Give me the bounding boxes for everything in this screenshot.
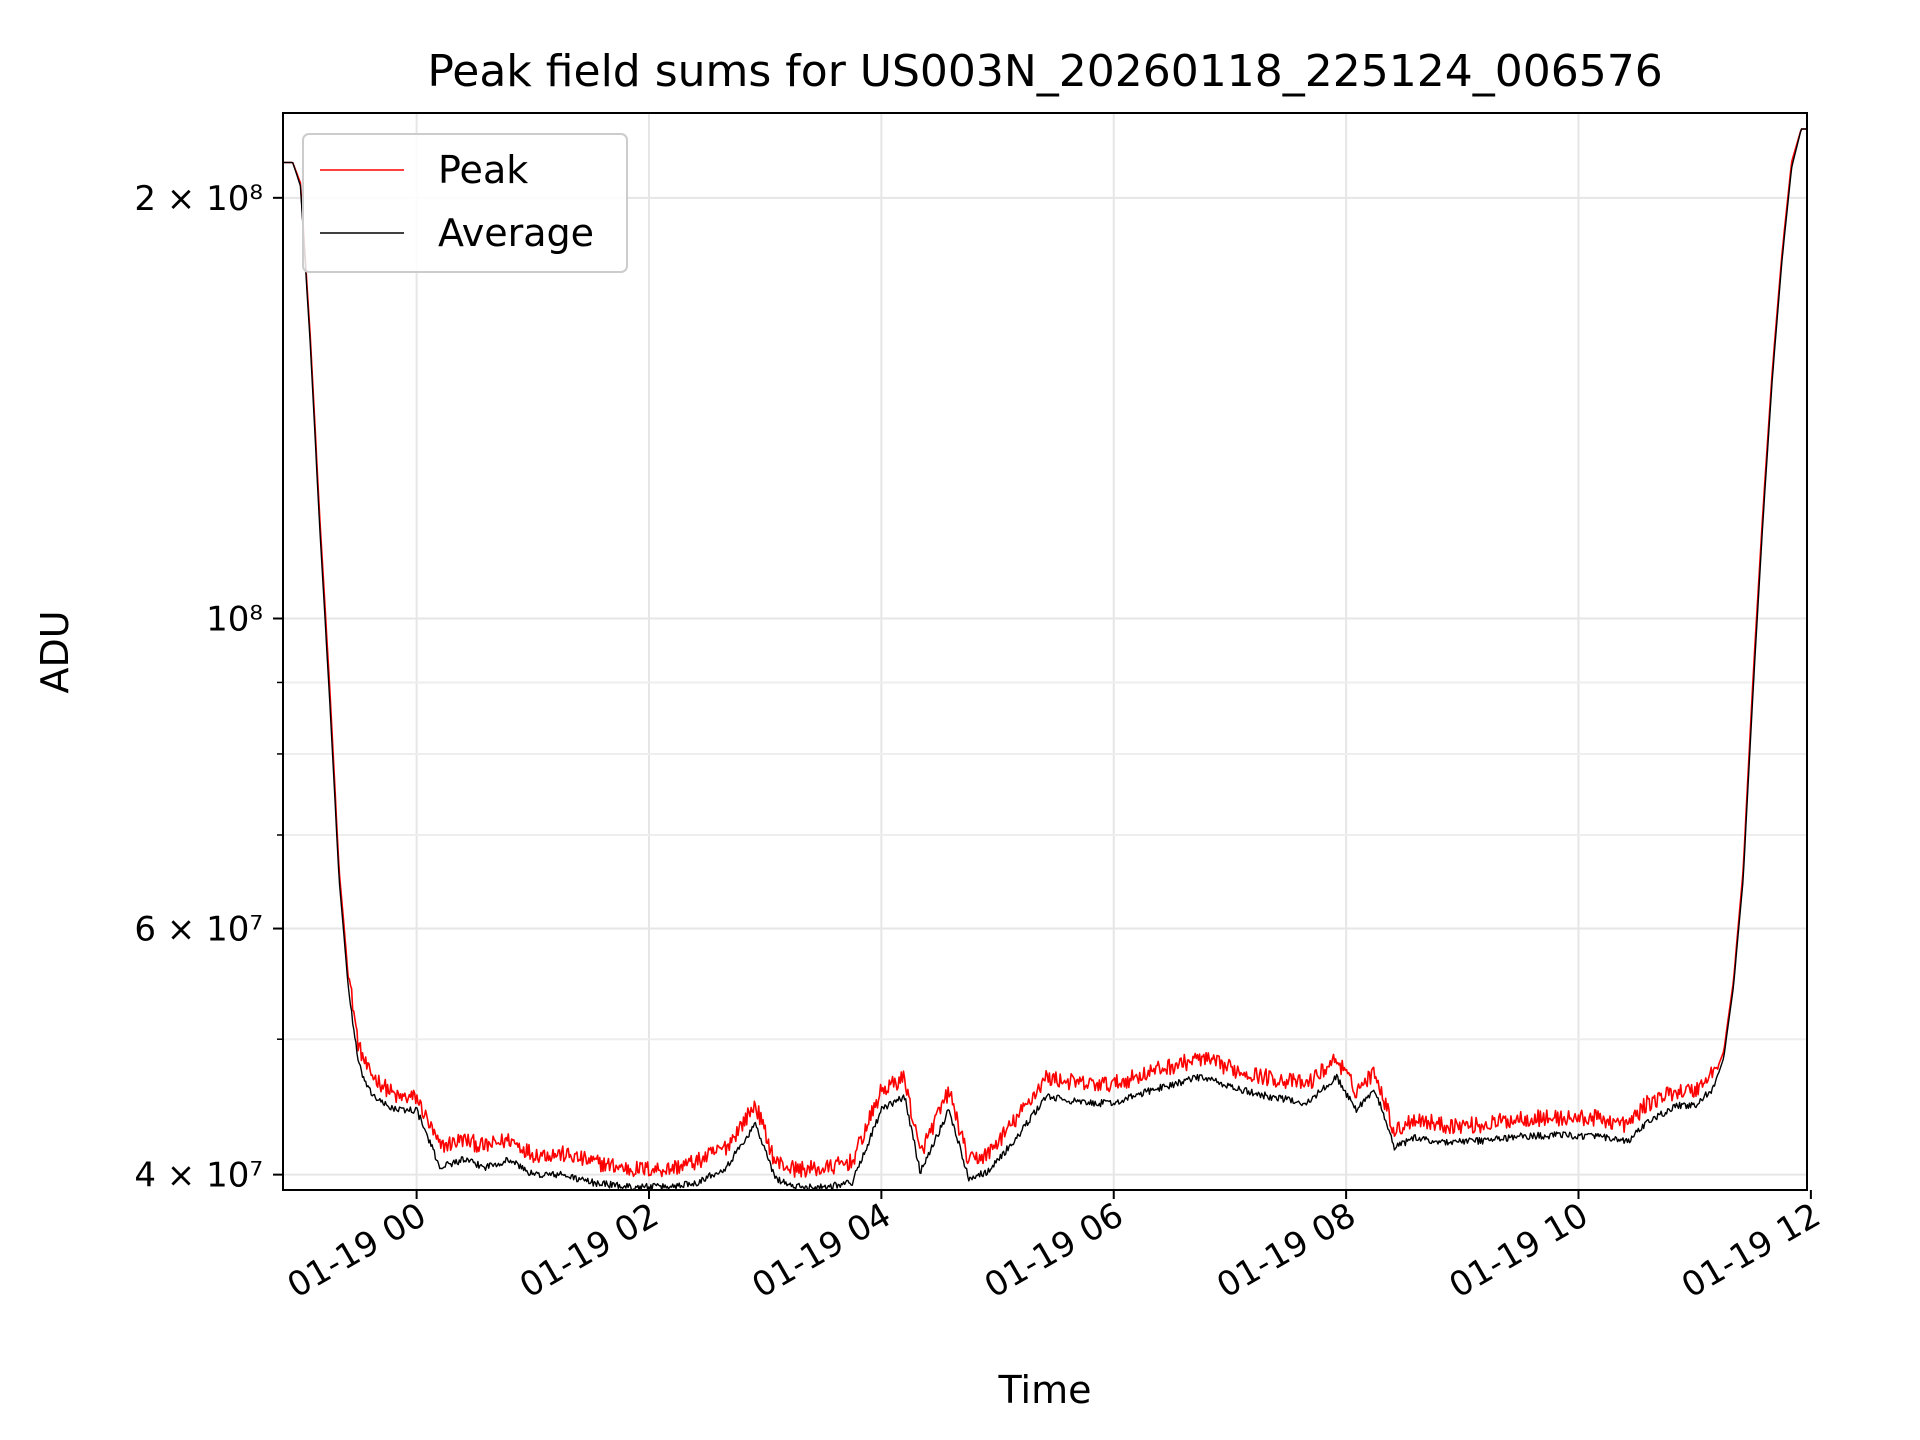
legend: Peak Average bbox=[302, 133, 628, 273]
series-line-average bbox=[283, 128, 1807, 1191]
plot-area-frame bbox=[282, 112, 1808, 1191]
series-layer bbox=[283, 128, 1807, 1191]
y-tick-label: 6 × 10⁷ bbox=[134, 910, 263, 950]
legend-box bbox=[302, 133, 628, 273]
y-axis-ticks: 4 × 10⁷ 6 × 10⁷ 10⁸ 2 × 10⁸ bbox=[134, 179, 283, 1196]
chart-title: Peak field sums for US003N_20260118_2251… bbox=[427, 46, 1662, 97]
y-tick-label: 10⁸ bbox=[206, 600, 263, 640]
legend-average-label: Average bbox=[438, 211, 594, 255]
x-axis-label: Time bbox=[998, 1368, 1092, 1412]
y-axis-label: ADU bbox=[33, 610, 77, 693]
grid-lines bbox=[283, 113, 1807, 1190]
series-line-peak bbox=[283, 128, 1807, 1178]
y-tick-label: 2 × 10⁸ bbox=[134, 179, 263, 219]
y-tick-label: 4 × 10⁷ bbox=[134, 1156, 263, 1196]
legend-peak-label: Peak bbox=[438, 148, 528, 192]
